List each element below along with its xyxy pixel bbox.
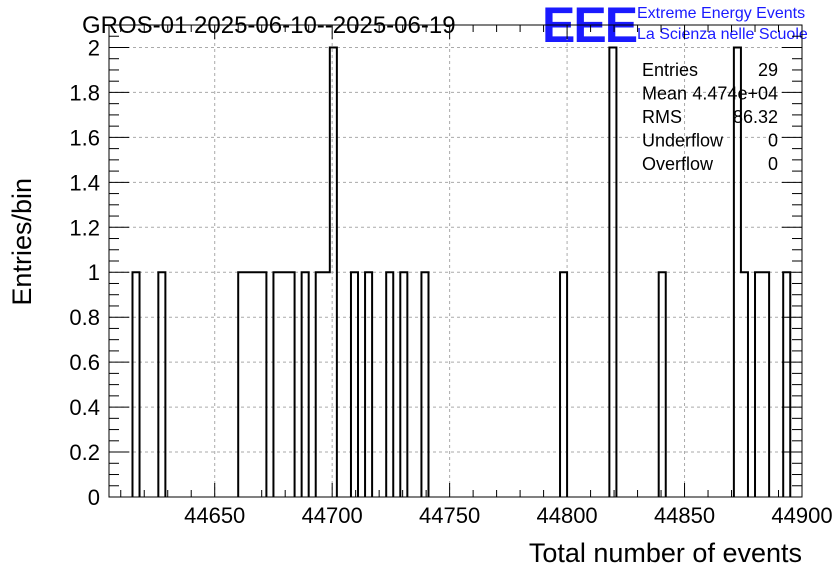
x-tick-label: 44900	[771, 503, 832, 528]
y-tick-label: 0.4	[69, 395, 100, 420]
histogram-bin	[741, 272, 748, 497]
stat-name: Mean	[642, 84, 687, 104]
x-tick-label: 44750	[419, 503, 480, 528]
stat-name: Overflow	[642, 154, 714, 174]
y-tick-label: 1.4	[69, 170, 100, 195]
y-tick-label: 2	[88, 35, 100, 60]
stat-name: Underflow	[642, 131, 724, 151]
histogram-bin	[238, 272, 266, 497]
y-tick-labels: 0 0.2 0.4 0.6 0.8 1 1.2 1.4 1.6 1.8 2	[69, 35, 100, 510]
histogram-bin	[132, 272, 139, 497]
histogram-bin	[273, 272, 294, 497]
histogram-bin	[609, 47, 616, 497]
y-tick-label: 1	[88, 260, 100, 285]
histogram-bin	[659, 272, 666, 497]
x-axis-label: Total number of events	[529, 538, 802, 568]
y-tick-label: 1.8	[69, 80, 100, 105]
stat-value: 0	[768, 131, 778, 151]
histogram-bin	[386, 272, 393, 497]
eee-logo: EEE Extreme Energy Events La Scienza nel…	[542, 0, 808, 53]
grid-lines	[109, 25, 803, 498]
stat-value: 86.32	[733, 107, 778, 127]
logo-line-1: Extreme Energy Events	[637, 5, 805, 22]
stat-value: 29	[758, 60, 778, 80]
y-tick-label: 1.2	[69, 215, 100, 240]
stat-name: Entries	[642, 60, 698, 80]
y-axis-label: Entries/bin	[7, 178, 37, 306]
x-tick-labels: 44650 44700 44750 44800 44850 44900	[184, 503, 832, 528]
histogram-bin	[158, 272, 165, 497]
histogram-outline	[131, 46, 792, 497]
logo-mark: EEE	[542, 0, 637, 53]
histogram-bin	[365, 272, 372, 497]
y-tick-label: 0.6	[69, 350, 100, 375]
x-tick-label: 44800	[536, 503, 597, 528]
stat-value: 0	[768, 154, 778, 174]
stats-box: Entries 29 Mean 4.474e+04 RMS 86.32 Underflow 0…	[642, 60, 778, 174]
histogram-bin	[755, 272, 769, 497]
histogram-bin	[783, 272, 790, 497]
axis-ticks	[109, 24, 803, 498]
y-tick-label: 1.6	[69, 125, 100, 150]
y-tick-label: 0.8	[69, 305, 100, 330]
stat-name: RMS	[642, 107, 682, 127]
logo-line-2: La Scienza nelle Scuole	[637, 26, 808, 43]
x-tick-label: 44700	[302, 503, 363, 528]
histogram-bin	[330, 47, 337, 497]
histogram-bin	[400, 272, 407, 497]
x-tick-label: 44850	[654, 503, 715, 528]
y-tick-label: 0	[88, 485, 100, 510]
histogram-bin	[560, 272, 567, 497]
histogram-bin	[421, 272, 428, 497]
histogram-bin	[316, 272, 330, 497]
histogram-bin	[351, 272, 358, 497]
y-tick-label: 0.2	[69, 440, 100, 465]
histogram-bin	[302, 272, 309, 497]
histogram-bars	[131, 46, 792, 497]
stat-value: 4.474e+04	[692, 84, 778, 104]
x-tick-label: 44650	[184, 503, 245, 528]
